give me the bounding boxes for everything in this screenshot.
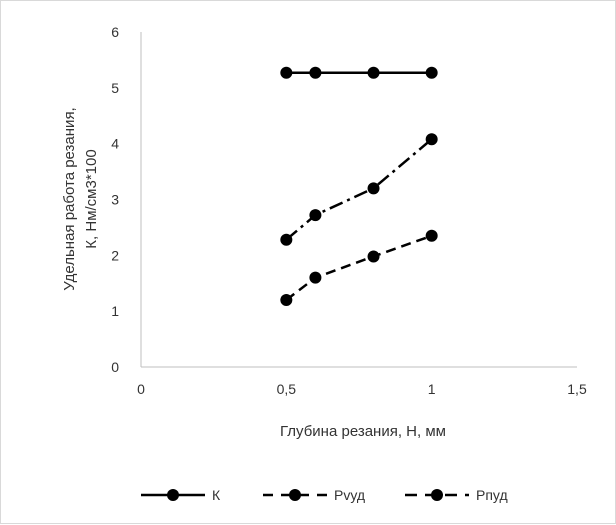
data-point [425,229,438,242]
y-tick-label: 1 [111,303,119,319]
axes [140,32,577,368]
legend-item: К [141,487,221,503]
y-tick-label: 3 [111,192,119,208]
series-line [285,138,433,241]
y-tick-label: 4 [111,136,119,152]
legend-label: Рvуд [334,487,365,503]
y-tick-label: 2 [111,247,119,263]
y-axis-title-line-1: Удельная работа резания, [61,107,78,290]
y-tick-label: 0 [111,359,119,375]
series-lines [280,66,438,306]
data-point [309,271,322,284]
y-axis-title: Удельная работа резания, К, Нм/см3*100 [61,107,100,290]
legend-item: Рvуд [263,487,365,503]
data-point [425,66,438,79]
data-point [280,233,293,246]
data-point [367,66,380,79]
x-tick-label: 1 [428,381,436,397]
series-2 [280,229,438,306]
data-point [367,250,380,263]
y-tick-label: 5 [111,80,119,96]
legend: К Рvуд Рпуд [141,487,508,503]
legend-marker [289,489,301,501]
legend-marker [431,489,443,501]
data-point [367,182,380,195]
legend-label: Рпуд [476,487,508,503]
series-3 [280,133,438,246]
tick-labels: 0 0,5 1 1,5 0 1 2 3 4 5 6 [111,24,587,397]
y-tick-label: 6 [111,24,119,40]
x-tick-label: 1,5 [567,381,587,397]
data-point [280,66,293,79]
data-point [309,66,322,79]
data-point [280,294,293,306]
legend-label: К [212,487,221,503]
y-axis-title-line-2: К, Нм/см3*100 [83,149,100,248]
x-tick-label: 0,5 [277,381,297,397]
series-1 [280,66,438,79]
data-point [425,133,438,146]
data-point [309,209,322,222]
legend-item: Рпуд [405,487,508,503]
x-tick-label: 0 [137,381,145,397]
x-axis-title: Глубина резания, Н, мм [280,423,446,440]
series-line [285,234,433,301]
legend-marker [167,489,179,501]
